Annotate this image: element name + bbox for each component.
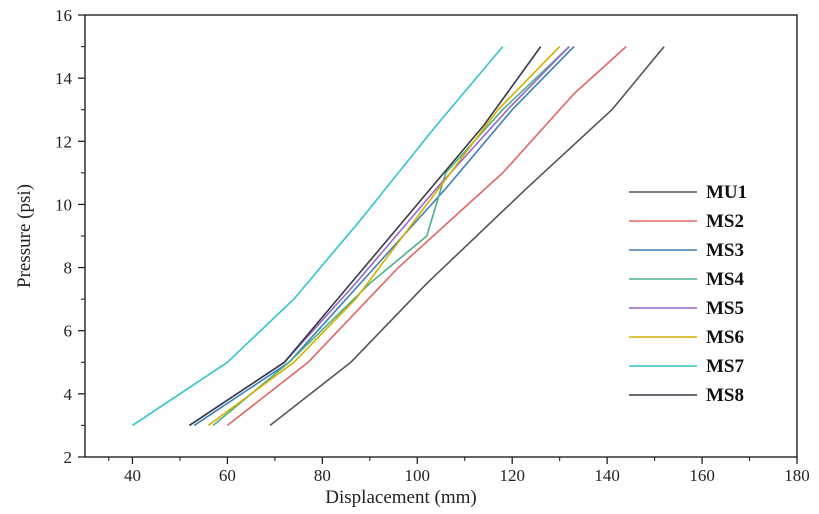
legend-label-ms8: MS8 [706,385,744,406]
x-tick-label: 140 [594,466,620,485]
legend-label-ms6: MS6 [706,327,744,348]
series-line-mu1 [269,46,665,427]
series-layer [132,46,665,427]
x-tick-label: 80 [314,466,331,485]
series-line-ms4 [212,46,570,427]
x-tick-label: 120 [499,466,525,485]
ticks-layer: 40 60 80 100 120 140 160 180 2 4 6 8 10 12 14 16 [55,6,810,485]
legend-label-ms4: MS4 [706,269,745,290]
series-line-ms6 [207,46,561,427]
x-axis-title: Displacement (mm) [325,487,476,508]
x-tick-label: 160 [689,466,715,485]
y-tick-label: 8 [64,259,73,278]
legend-label-mu1: MU1 [706,182,747,203]
y-tick-label: 16 [55,6,72,25]
y-axis-title: Pressure (psi) [14,184,35,288]
legend-label-ms7: MS7 [706,356,745,377]
legend-label-ms2: MS2 [706,211,744,232]
x-tick-label: 40 [124,466,141,485]
y-tick-label: 10 [55,195,72,214]
legend-label-ms5: MS5 [706,298,744,319]
x-tick-label: 180 [784,466,810,485]
y-tick-label: 12 [55,132,72,151]
y-tick-label: 2 [64,448,73,467]
legend: MU1 MS2 MS3 MS4 MS5 MS6 MS7 MS8 [629,182,747,406]
x-tick-label: 60 [219,466,236,485]
series-line-ms8 [188,46,542,427]
y-tick-label: 14 [55,69,73,88]
y-tick-label: 4 [64,385,73,404]
series-line-ms7 [132,46,504,427]
x-tick-label: 100 [405,466,431,485]
legend-label-ms3: MS3 [706,240,744,261]
y-tick-label: 6 [64,322,73,341]
series-line-ms2 [226,46,627,427]
